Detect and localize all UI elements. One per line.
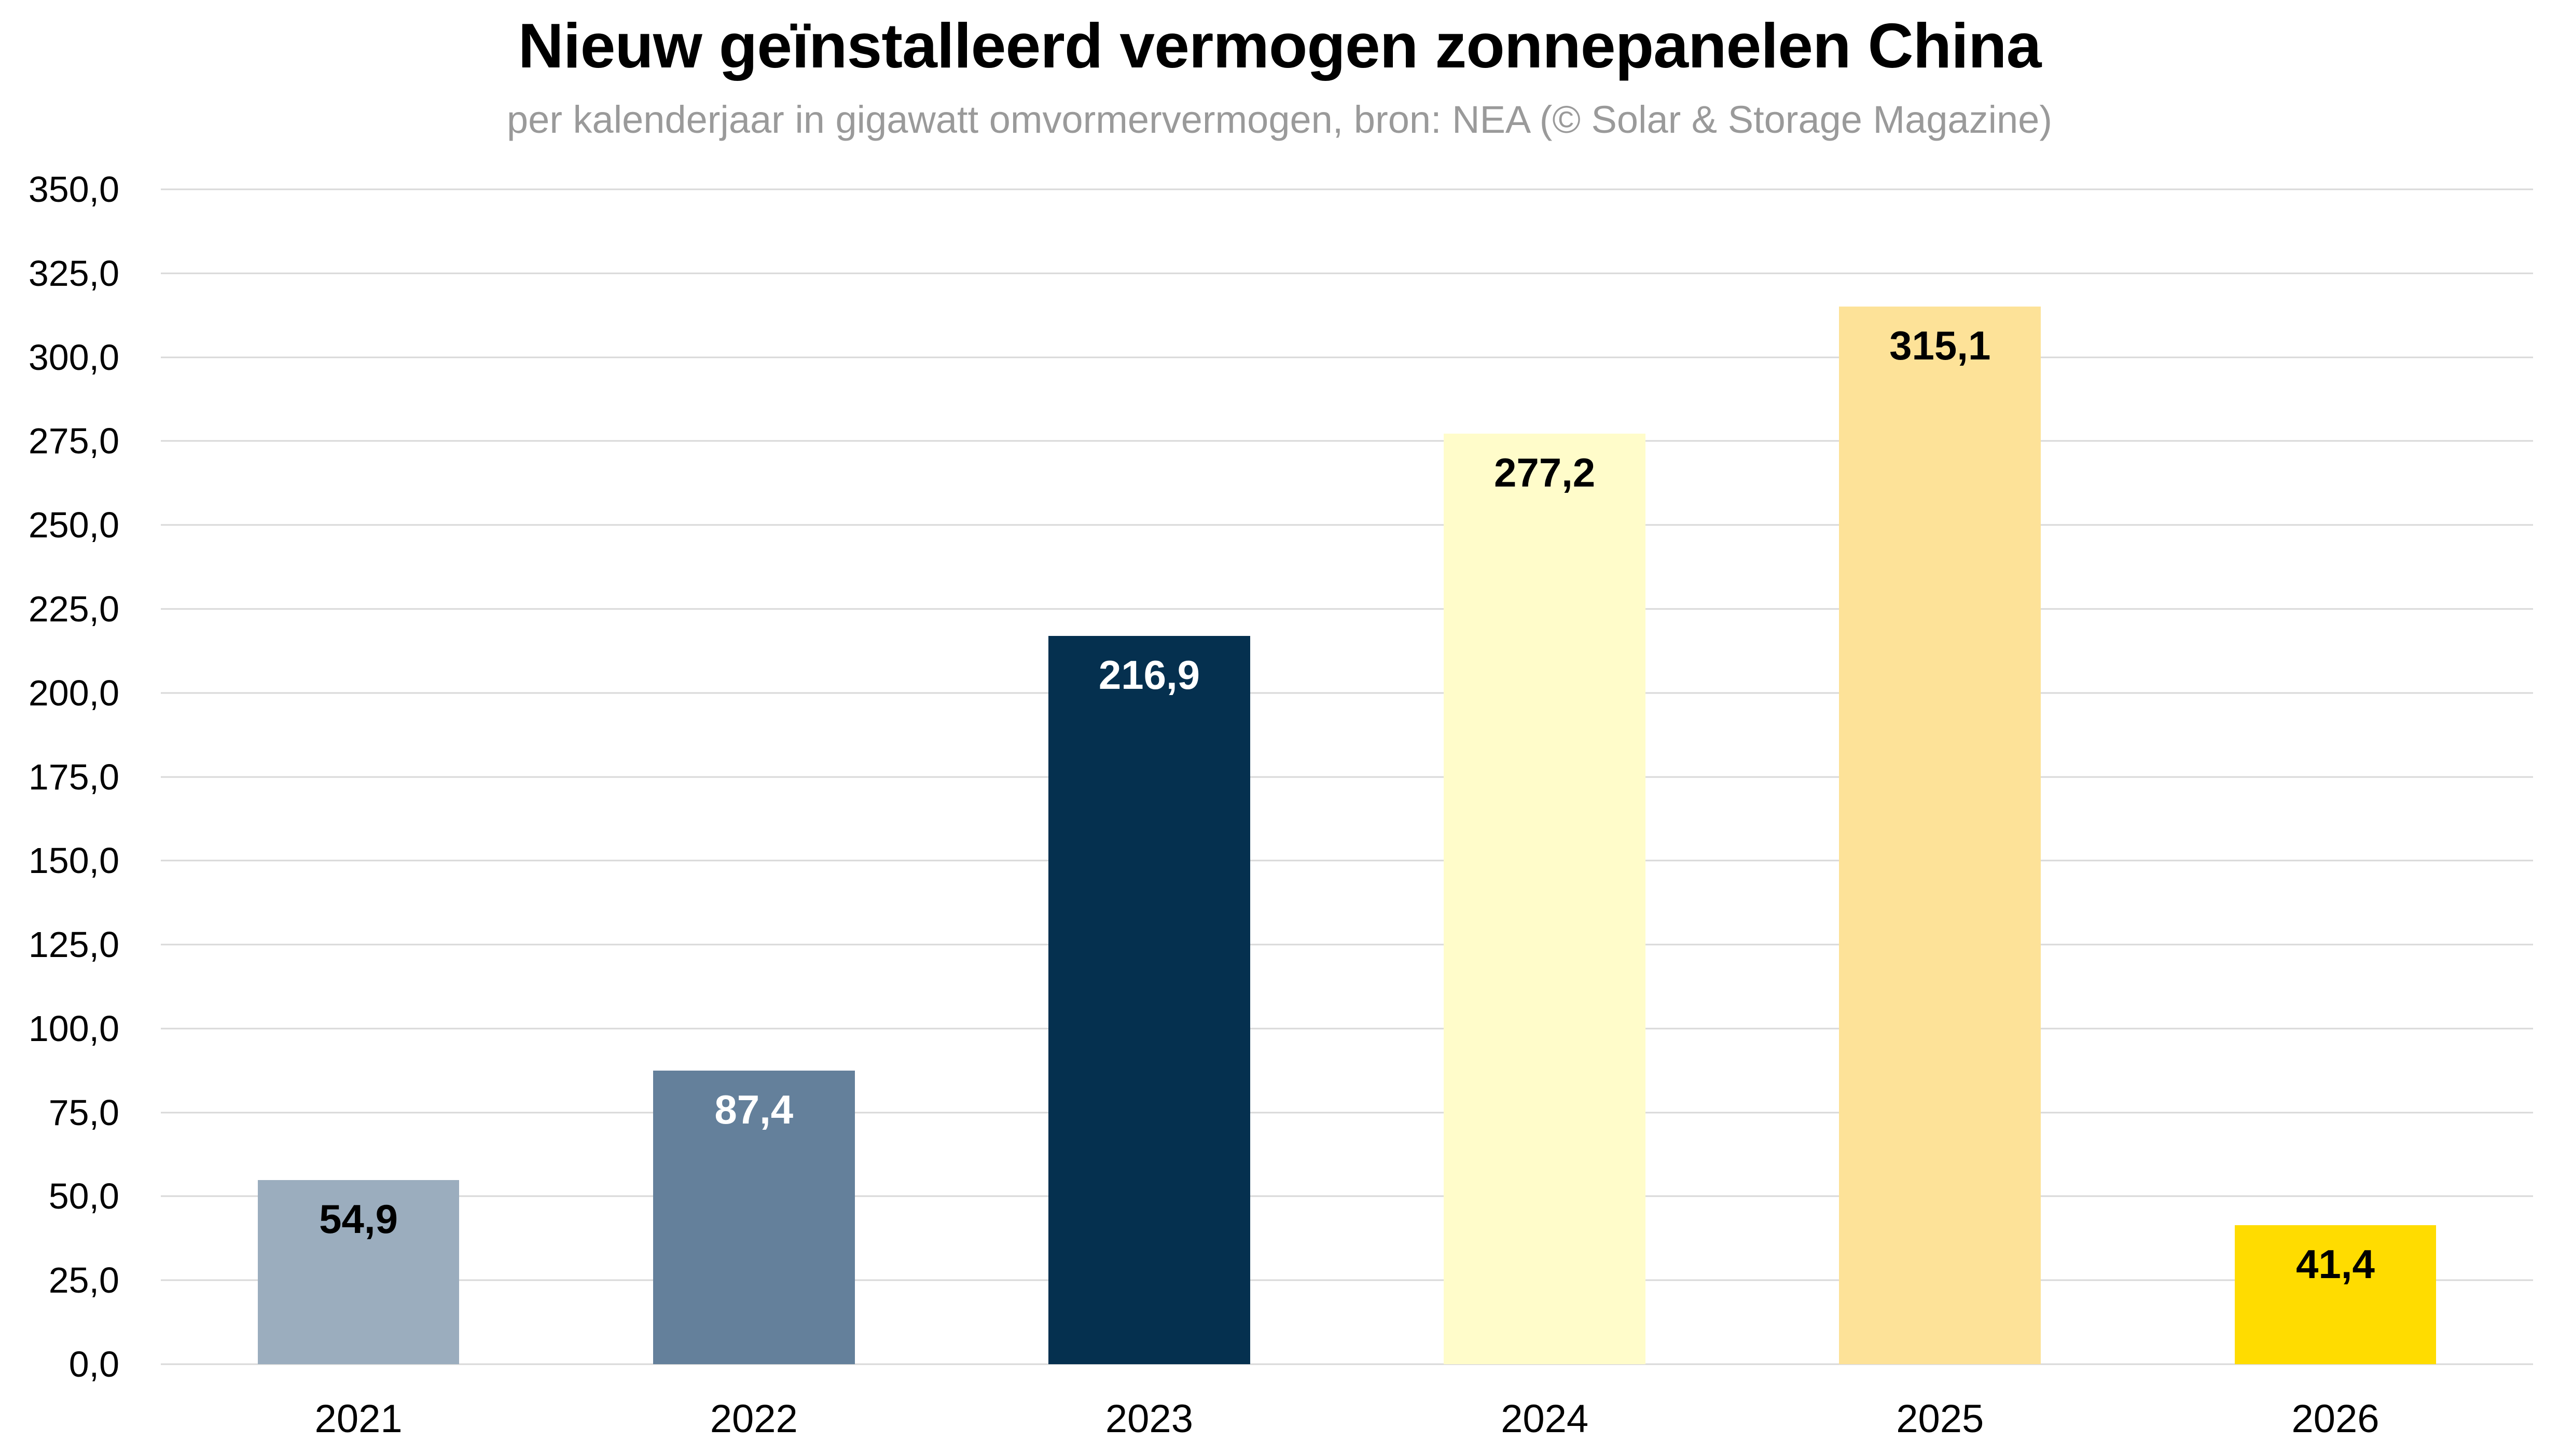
bar-value-label: 315,1	[1889, 322, 1991, 368]
y-tick-label: 250,0	[28, 505, 119, 546]
bar-value-label: 216,9	[1098, 652, 1200, 698]
x-tick-label-2021: 2021	[314, 1397, 403, 1441]
x-tick-label-2026: 2026	[2291, 1397, 2380, 1441]
y-tick-label: 50,0	[48, 1176, 119, 1217]
plot-area: 54,9 87,4 216,9 277,2 315,1 41,4	[161, 188, 2533, 1365]
bar-value-label: 277,2	[1494, 450, 1596, 496]
y-tick-label: 100,0	[28, 1008, 119, 1049]
gridline	[161, 944, 2533, 946]
gridline	[161, 440, 2533, 442]
bar-cell-2025: 315,1	[1742, 189, 2138, 1364]
gridline	[161, 524, 2533, 526]
y-tick-label: 200,0	[28, 672, 119, 713]
bar-cell-2024: 277,2	[1347, 189, 1742, 1364]
y-tick-label: 125,0	[28, 924, 119, 965]
gridline	[161, 272, 2533, 274]
bar-value-label: 87,4	[714, 1087, 794, 1133]
gridline	[161, 1279, 2533, 1281]
y-tick-label: 225,0	[28, 588, 119, 629]
bar-2024: 277,2	[1444, 434, 1645, 1364]
gridline	[161, 776, 2533, 778]
y-tick-label: 350,0	[28, 169, 119, 210]
y-tick-label: 300,0	[28, 337, 119, 378]
gridline	[161, 188, 2533, 190]
gridline	[161, 692, 2533, 694]
bar-cell-2026: 41,4	[2138, 189, 2533, 1364]
gridline	[161, 608, 2533, 610]
x-tick-label-2023: 2023	[1105, 1397, 1193, 1441]
bar-cell-2023: 216,9	[951, 189, 1347, 1364]
y-axis-labels: 350,0 325,0 300,0 275,0 250,0 225,0 200,0 175,0…	[0, 169, 119, 1384]
gridline	[161, 1195, 2533, 1197]
bar-value-label: 54,9	[319, 1196, 398, 1242]
y-tick-label: 75,0	[48, 1092, 119, 1133]
bar-cell-2022: 87,4	[556, 189, 951, 1364]
y-tick-label: 275,0	[28, 421, 119, 462]
y-tick-label: 175,0	[28, 756, 119, 797]
y-tick-label: 25,0	[48, 1260, 119, 1301]
y-tick-label: 0,0	[68, 1344, 119, 1384]
gridline	[161, 1028, 2533, 1030]
bar-value-label: 41,4	[2296, 1241, 2375, 1287]
x-tick-label-2022: 2022	[710, 1397, 798, 1441]
y-tick-label: 325,0	[28, 253, 119, 294]
chart-title: Nieuw geïnstalleerd vermogen zonnepanele…	[518, 10, 2042, 81]
bar-2021: 54,9	[257, 1180, 460, 1364]
bar-2022: 87,4	[653, 1071, 855, 1364]
x-tick-label-2024: 2024	[1501, 1397, 1589, 1441]
bar-cell-2021: 54,9	[161, 189, 556, 1364]
chart-subtitle: per kalenderjaar in gigawatt omvormerver…	[507, 98, 2052, 141]
x-axis-labels: 2021 2022 2023 2024 2025 2026	[161, 1396, 2533, 1441]
bars-row: 54,9 87,4 216,9 277,2 315,1 41,4	[161, 189, 2533, 1364]
x-tick-label-2025: 2025	[1896, 1397, 1984, 1441]
gridline	[161, 1363, 2533, 1365]
gridline	[161, 859, 2533, 862]
bar-2023: 216,9	[1048, 636, 1250, 1364]
y-tick-label: 150,0	[28, 840, 119, 881]
gridline	[161, 356, 2533, 358]
gridline	[161, 1112, 2533, 1114]
bar-2025: 315,1	[1839, 306, 2041, 1364]
bar-2026: 41,4	[2234, 1225, 2437, 1364]
